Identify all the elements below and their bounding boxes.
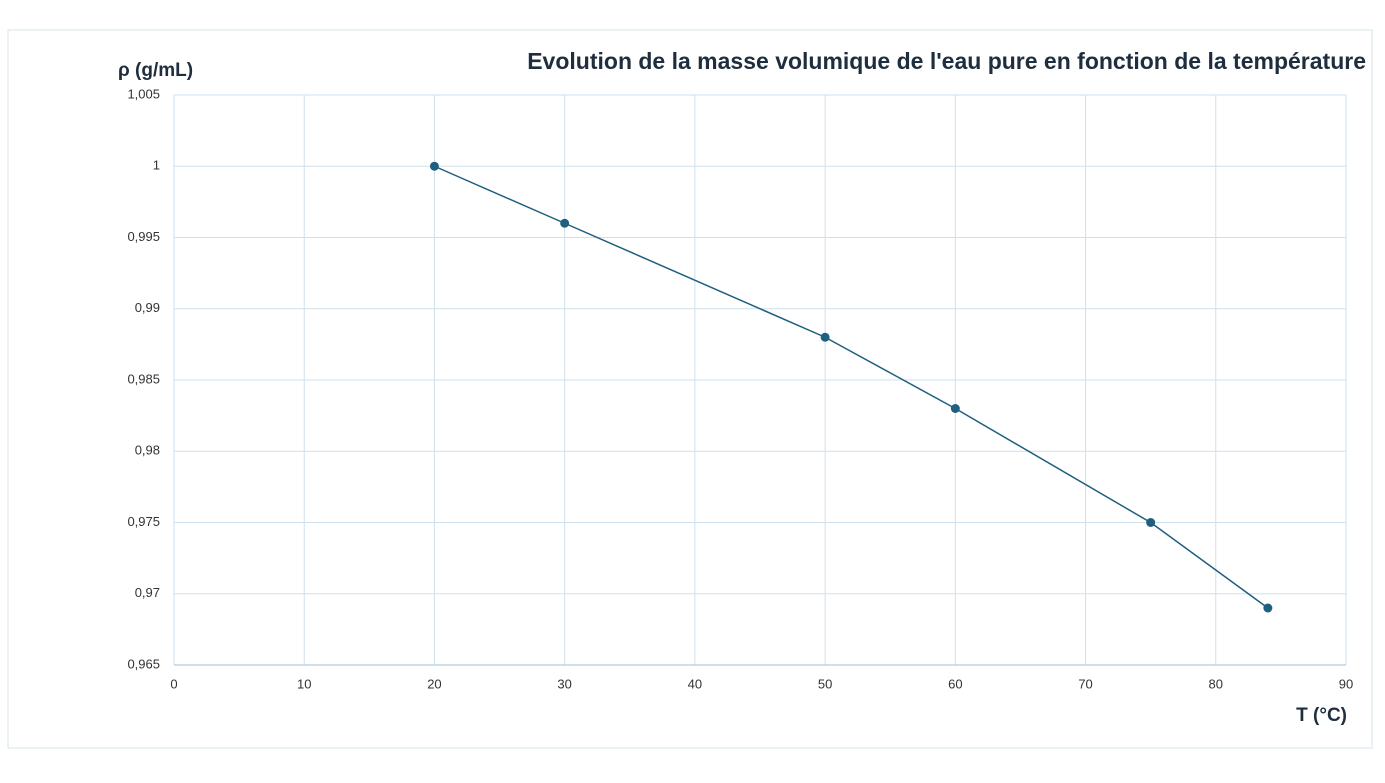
x-tick-label: 80	[1209, 676, 1223, 691]
x-tick-label: 50	[818, 676, 832, 691]
y-tick-label: 0,985	[127, 371, 160, 386]
data-point	[1146, 518, 1156, 527]
y-tick-label: 0,975	[127, 514, 160, 529]
x-tick-label: 60	[948, 676, 962, 691]
y-tick-label: 1,005	[127, 86, 160, 101]
x-tick-label: 40	[688, 676, 702, 691]
y-axis-label: ρ (g/mL)	[118, 60, 193, 81]
data-point	[820, 332, 830, 342]
data-point	[1263, 603, 1273, 613]
data-point	[560, 218, 570, 228]
chart-title: Evolution de la masse volumique de l'eau…	[527, 48, 1366, 74]
data-line	[434, 165, 1269, 609]
x-axis-label: T (°C)	[1296, 705, 1347, 726]
x-tick-label: 70	[1078, 676, 1092, 691]
data-point	[429, 161, 439, 171]
x-tick-label: 10	[297, 676, 311, 691]
x-tick-label: 0	[170, 676, 177, 691]
data-point	[950, 404, 960, 413]
x-tick-label: 20	[427, 676, 441, 691]
y-tick-label: 0,995	[127, 229, 160, 244]
y-tick-label: 0,97	[135, 585, 160, 600]
chart-frame	[7, 29, 1373, 749]
y-tick-label: 0,965	[127, 656, 160, 671]
y-tick-label: 0,98	[135, 443, 160, 458]
x-tick-label: 90	[1339, 676, 1353, 691]
y-tick-label: 0,99	[135, 300, 160, 315]
y-tick-label: 1	[153, 158, 160, 173]
x-tick-label: 30	[557, 676, 571, 691]
